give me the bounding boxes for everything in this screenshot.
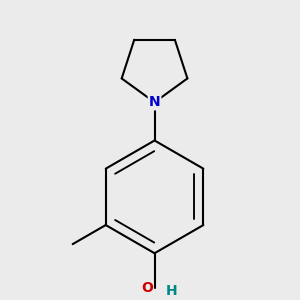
Text: N: N — [149, 95, 161, 109]
Text: H: H — [166, 284, 177, 298]
Text: O: O — [141, 281, 153, 295]
